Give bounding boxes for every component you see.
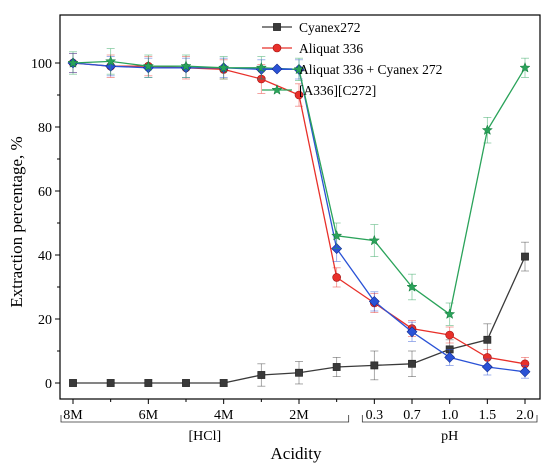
plot-frame <box>59 14 541 400</box>
star-marker <box>180 60 192 71</box>
square-marker <box>273 23 281 31</box>
series-line <box>72 62 526 365</box>
legend-label: Aliquat 336 <box>299 41 363 56</box>
legend-entry: Aliquat 336 <box>262 41 363 56</box>
group-bracket <box>60 415 350 423</box>
square-marker <box>182 379 190 387</box>
circle-marker <box>294 90 304 100</box>
square-marker <box>144 379 153 387</box>
square-marker <box>408 359 416 368</box>
y-tick-label: 80 <box>38 121 52 136</box>
star-marker <box>67 57 79 68</box>
circle-marker <box>445 330 454 340</box>
square-marker <box>219 379 228 387</box>
x-tick-label: 1.0 <box>441 408 459 423</box>
legend-entry: Aliquat 336 + Cyanex 272 <box>262 62 442 77</box>
x-tick-label: 4M <box>214 408 234 423</box>
star-marker <box>481 124 493 135</box>
legend-entry: [A336][C272] <box>262 83 376 98</box>
legend-label: Cyanex272 <box>299 20 361 35</box>
star-marker <box>519 61 531 73</box>
axes: 0 20 40 60 80 100 8M 6M 4M 2M 0.3 0.7 1.0 1.5 2.0 [HCl]… <box>31 14 541 444</box>
diamond-marker <box>444 351 456 363</box>
y-tick-label: 60 <box>38 185 52 200</box>
series-star <box>67 48 531 326</box>
y-tick-label: 100 <box>31 57 52 72</box>
diamond-marker <box>368 295 380 307</box>
square-marker <box>483 335 492 344</box>
group-label: pH <box>441 429 458 444</box>
plot-area <box>67 48 531 387</box>
square-marker <box>332 363 341 371</box>
square-marker <box>257 371 266 379</box>
group-label: [HCl] <box>188 429 221 444</box>
star-marker <box>444 308 456 319</box>
square-marker <box>69 379 77 387</box>
square-marker <box>106 379 115 387</box>
x-tick-label: 0.3 <box>366 408 384 423</box>
square-marker <box>370 361 379 370</box>
star-marker <box>142 60 154 71</box>
y-axis-title: Extraction percentage, % <box>7 136 26 307</box>
star-marker <box>331 229 343 241</box>
star-marker <box>368 234 380 246</box>
diamond-marker <box>519 366 531 378</box>
star-marker <box>293 63 305 75</box>
legend-label: [A336][C272] <box>299 83 376 98</box>
circle-marker <box>332 273 341 282</box>
series-circle <box>68 53 530 371</box>
x-tick-label: 6M <box>139 408 159 423</box>
square-marker <box>521 252 529 261</box>
circle-marker <box>272 43 282 53</box>
diamond-marker <box>406 326 418 338</box>
x-axis-title: Acidity <box>271 444 322 463</box>
group-bracket <box>361 415 538 423</box>
legend-label: Aliquat 336 + Cyanex 272 <box>299 62 442 77</box>
y-tick-label: 20 <box>38 313 52 328</box>
x-tick-label: 1.5 <box>479 408 497 423</box>
star-marker <box>406 281 418 292</box>
star-marker <box>218 61 230 73</box>
diamond-marker <box>481 361 493 373</box>
diamond-marker <box>271 63 283 75</box>
series-line <box>72 62 526 373</box>
x-tick-label: 2M <box>289 408 309 423</box>
x-tick-label: 8M <box>63 408 83 423</box>
y-tick-label: 0 <box>45 377 52 392</box>
star-marker <box>271 84 283 95</box>
star-marker <box>105 55 117 67</box>
y-tick-label: 40 <box>38 249 52 264</box>
square-marker <box>295 368 303 377</box>
legend: Cyanex272 Aliquat 336 Aliquat 336 + Cyanex… <box>262 20 442 98</box>
x-tick-label: 2.0 <box>516 408 534 423</box>
x-tick-label: 0.7 <box>403 408 421 423</box>
legend-entry: Cyanex272 <box>262 20 361 35</box>
star-marker <box>255 61 267 73</box>
